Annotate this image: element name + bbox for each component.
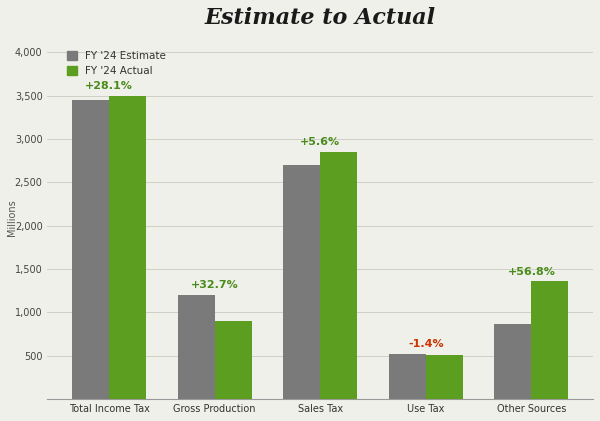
Bar xyxy=(532,281,568,399)
Text: -1.4%: -1.4% xyxy=(408,339,443,349)
Bar xyxy=(320,152,357,399)
Bar xyxy=(494,324,532,399)
Bar xyxy=(426,355,463,399)
Bar xyxy=(72,100,109,399)
Text: +32.7%: +32.7% xyxy=(191,280,239,290)
Bar xyxy=(283,165,320,399)
Bar xyxy=(109,96,146,399)
Bar xyxy=(215,321,251,399)
Bar xyxy=(178,295,215,399)
Text: +28.1%: +28.1% xyxy=(85,81,133,91)
Bar xyxy=(389,354,426,399)
Title: Estimate to Actual: Estimate to Actual xyxy=(205,7,436,29)
Text: +56.8%: +56.8% xyxy=(508,266,555,277)
Text: +5.6%: +5.6% xyxy=(300,137,340,147)
Legend: FY '24 Estimate, FY '24 Actual: FY '24 Estimate, FY '24 Actual xyxy=(64,48,169,80)
Y-axis label: Millions: Millions xyxy=(7,199,17,235)
